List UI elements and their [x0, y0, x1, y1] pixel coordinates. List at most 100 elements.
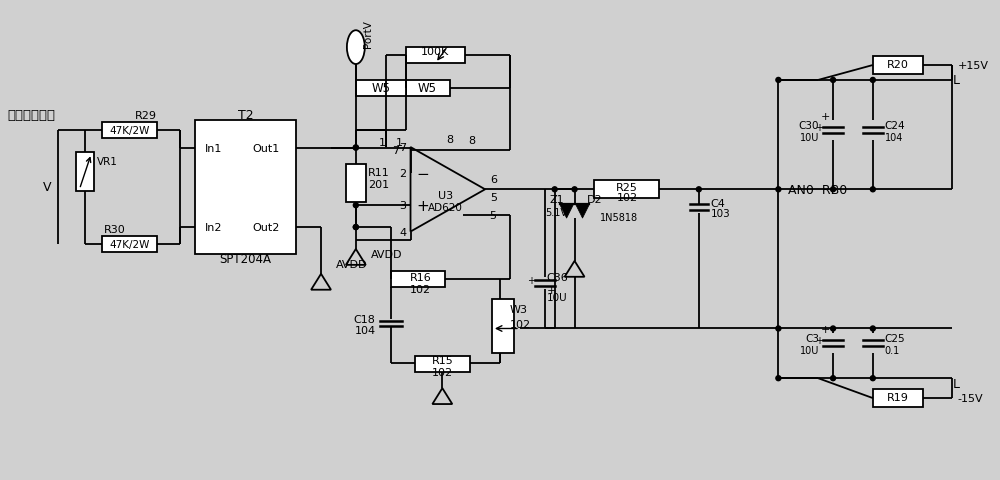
Text: R30: R30 — [104, 225, 126, 235]
Circle shape — [776, 187, 781, 192]
Text: +: + — [547, 285, 556, 295]
Text: 201: 201 — [368, 180, 389, 190]
Text: 10U: 10U — [800, 132, 819, 142]
Text: 47K/2W: 47K/2W — [109, 240, 149, 250]
Circle shape — [353, 225, 358, 230]
Text: Out2: Out2 — [252, 223, 280, 233]
Text: W5: W5 — [418, 82, 437, 95]
Text: L: L — [952, 377, 959, 390]
Text: 5: 5 — [489, 210, 496, 220]
Text: 2: 2 — [399, 169, 406, 179]
Polygon shape — [576, 205, 589, 219]
Bar — [76, 152, 94, 192]
Text: T2: T2 — [238, 109, 253, 122]
Text: C25: C25 — [885, 334, 905, 344]
Circle shape — [831, 376, 836, 381]
Ellipse shape — [347, 31, 365, 65]
Bar — [873, 389, 923, 407]
Text: 7: 7 — [399, 143, 406, 153]
Text: L: L — [952, 74, 959, 87]
Bar — [356, 81, 406, 96]
Circle shape — [831, 187, 836, 192]
Text: Out1: Out1 — [252, 143, 280, 153]
Text: +: + — [815, 336, 823, 346]
Circle shape — [831, 326, 836, 331]
Text: 1N5818: 1N5818 — [600, 213, 639, 223]
Text: 电压信号输入: 电压信号输入 — [8, 109, 56, 122]
Text: R20: R20 — [887, 60, 909, 70]
Text: 102: 102 — [510, 319, 531, 329]
Text: 10U: 10U — [800, 346, 819, 356]
Text: 5.1V: 5.1V — [546, 208, 568, 218]
Circle shape — [696, 187, 701, 192]
Bar — [195, 120, 296, 254]
Text: In2: In2 — [205, 223, 222, 233]
Circle shape — [353, 225, 358, 230]
Text: 10U: 10U — [547, 292, 567, 302]
Text: 0.1: 0.1 — [885, 346, 900, 356]
Text: W5: W5 — [371, 82, 390, 95]
Text: AVDD: AVDD — [371, 250, 402, 259]
Text: 8: 8 — [447, 135, 454, 145]
Circle shape — [870, 187, 875, 192]
Text: AVDD: AVDD — [336, 259, 367, 269]
Text: R25: R25 — [616, 183, 638, 193]
Circle shape — [353, 146, 358, 151]
Text: 7: 7 — [392, 146, 400, 156]
Text: C30: C30 — [799, 120, 819, 131]
Text: VR1: VR1 — [97, 157, 118, 167]
Text: V: V — [43, 180, 52, 193]
Text: +: + — [821, 325, 830, 335]
Bar — [102, 122, 157, 138]
Circle shape — [353, 204, 358, 208]
Text: D2: D2 — [587, 195, 602, 205]
Bar — [492, 299, 514, 354]
Text: SPT204A: SPT204A — [219, 253, 271, 266]
Circle shape — [776, 78, 781, 83]
Bar — [594, 181, 659, 199]
Text: R19: R19 — [887, 392, 909, 402]
Text: C3: C3 — [805, 334, 819, 344]
Bar — [102, 237, 157, 252]
Text: 1: 1 — [396, 138, 403, 148]
Text: 3: 3 — [399, 201, 406, 211]
Text: AN0  RB0: AN0 RB0 — [788, 183, 848, 196]
Text: 104: 104 — [885, 132, 903, 142]
Text: 4: 4 — [399, 227, 406, 237]
Text: 102: 102 — [617, 193, 638, 203]
Text: C24: C24 — [885, 120, 905, 131]
Text: 102: 102 — [410, 284, 431, 294]
Circle shape — [870, 326, 875, 331]
Text: −: − — [416, 167, 429, 181]
Text: R15: R15 — [431, 356, 453, 366]
Text: C18: C18 — [354, 314, 376, 324]
Circle shape — [572, 187, 577, 192]
Bar — [873, 57, 923, 75]
Text: 5: 5 — [490, 193, 497, 203]
Text: AD620: AD620 — [428, 203, 463, 213]
Circle shape — [552, 187, 557, 192]
Text: -15V: -15V — [957, 393, 983, 403]
Text: +: + — [815, 122, 823, 132]
Text: C4: C4 — [711, 199, 726, 209]
Text: W3: W3 — [510, 304, 528, 314]
Circle shape — [353, 146, 358, 151]
Bar — [406, 81, 450, 96]
Polygon shape — [560, 205, 574, 219]
Text: 102: 102 — [432, 368, 453, 377]
Text: C36: C36 — [547, 272, 568, 282]
Text: 8: 8 — [469, 136, 476, 146]
Text: PortV: PortV — [363, 20, 373, 48]
Bar — [346, 165, 366, 203]
Text: 104: 104 — [355, 326, 376, 336]
Text: +: + — [821, 111, 830, 121]
Text: +: + — [416, 198, 429, 213]
Text: U3: U3 — [438, 191, 453, 201]
Text: R11: R11 — [368, 168, 390, 178]
Circle shape — [870, 376, 875, 381]
Text: 47K/2W: 47K/2W — [109, 125, 149, 135]
Text: +: + — [527, 275, 535, 285]
Text: 6: 6 — [490, 175, 497, 185]
Circle shape — [776, 326, 781, 331]
Text: 103: 103 — [711, 209, 731, 219]
